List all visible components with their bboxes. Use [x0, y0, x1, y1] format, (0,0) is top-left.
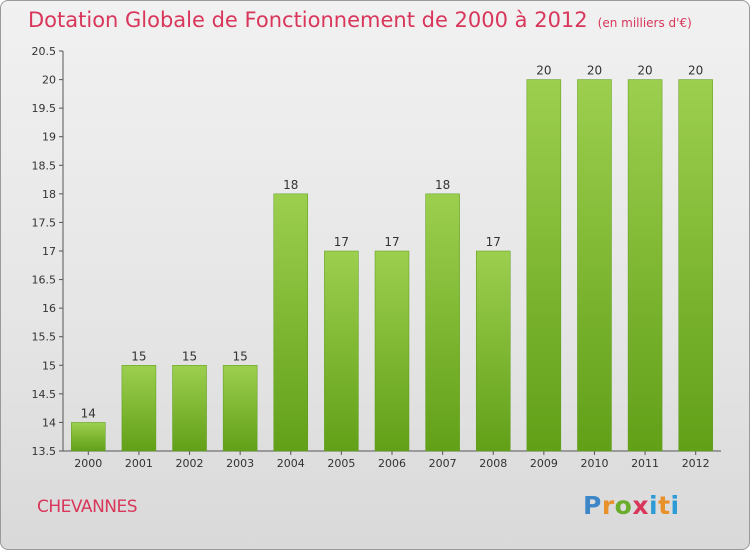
data-label-2012: 20 — [688, 64, 703, 78]
data-label-2005: 17 — [334, 235, 349, 249]
y-tick-label: 20 — [42, 74, 56, 87]
proxiti-logo[interactable]: Proxiti — [583, 491, 680, 520]
x-tick-label-2006: 2006 — [378, 457, 406, 470]
x-tick-label-2001: 2001 — [125, 457, 153, 470]
bar-2004 — [273, 193, 309, 452]
bar-2006 — [374, 250, 410, 452]
y-tick-label: 17.5 — [32, 216, 57, 229]
bar-2000 — [71, 422, 106, 452]
x-tick-label-2000: 2000 — [74, 457, 102, 470]
bar-2012 — [678, 79, 713, 452]
y-tick-label: 16 — [42, 302, 56, 315]
axes: 13.5 14 14.5 15 15.5 16 16.5 17 17.5 18 18.5 19 19.5… — [32, 45, 721, 470]
y-tick-label: 15.5 — [32, 331, 57, 344]
chart-subtitle: (en milliers d'€) — [597, 16, 692, 30]
data-label-2011: 20 — [637, 64, 652, 78]
y-tick-label: 14 — [42, 416, 56, 429]
y-tick-label: 15 — [42, 359, 56, 372]
y-tick-label: 13.5 — [32, 445, 57, 458]
bar-2007 — [425, 193, 460, 452]
y-tick-label: 18 — [42, 188, 56, 201]
y-tick-label: 17 — [42, 245, 56, 258]
data-label-2009: 20 — [536, 64, 551, 78]
data-label-2008: 17 — [486, 235, 501, 249]
y-tick-label: 16.5 — [32, 274, 57, 287]
y-tick-label: 19 — [42, 131, 56, 144]
y-tick-label: 14.5 — [32, 388, 57, 401]
bar-2010 — [577, 79, 612, 452]
x-tick-label-2007: 2007 — [429, 457, 457, 470]
x-tick-label-2005: 2005 — [327, 457, 355, 470]
bar-2008 — [475, 250, 511, 452]
data-label-2000: 14 — [81, 406, 96, 420]
y-tick-label: 20.5 — [32, 45, 57, 58]
bar-2009 — [526, 79, 562, 452]
y-tick-label: 19.5 — [32, 102, 57, 115]
data-label-2001: 15 — [131, 349, 146, 363]
x-tick-label-2009: 2009 — [530, 457, 558, 470]
bars: 14 15 15 15 18 17 17 18 17 20 20 20 20 — [71, 64, 713, 452]
x-tick-label-2012: 2012 — [682, 457, 710, 470]
bar-2002 — [172, 365, 207, 452]
x-tick-label-2011: 2011 — [631, 457, 659, 470]
title-text: Dotation Globale de Fonctionnement de 20… — [28, 8, 588, 32]
data-label-2010: 20 — [587, 64, 602, 78]
bar-2003 — [222, 365, 258, 452]
chart-title: Dotation Globale de Fonctionnement de 20… — [28, 8, 692, 32]
commune-name: CHEVANNES — [37, 497, 138, 517]
data-label-2004: 18 — [283, 178, 298, 192]
bar-2001 — [121, 365, 157, 452]
data-label-2002: 15 — [182, 349, 197, 363]
data-label-2003: 15 — [233, 349, 248, 363]
x-tick-label-2004: 2004 — [277, 457, 305, 470]
bar-2005 — [324, 250, 359, 452]
bar-2011 — [627, 79, 663, 452]
y-tick-label: 18.5 — [32, 159, 57, 172]
x-tick-label-2002: 2002 — [176, 457, 204, 470]
data-label-2007: 18 — [435, 178, 450, 192]
data-label-2006: 17 — [384, 235, 399, 249]
x-tick-label-2003: 2003 — [226, 457, 254, 470]
x-tick-label-2010: 2010 — [580, 457, 608, 470]
x-tick-label-2008: 2008 — [479, 457, 507, 470]
